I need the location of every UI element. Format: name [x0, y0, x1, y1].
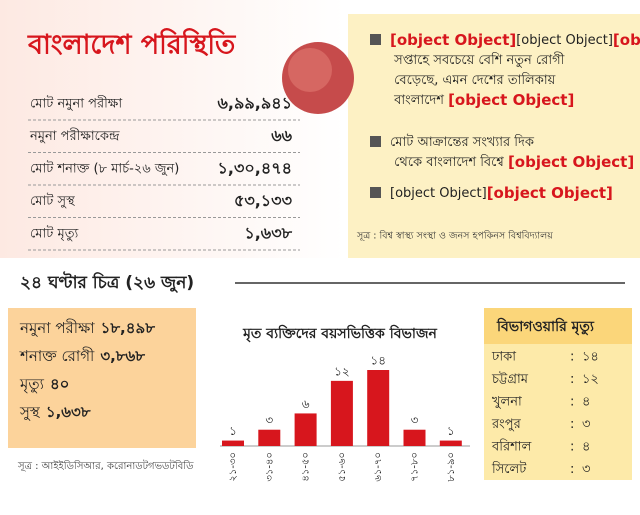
x-tick-label: ৫১-৬০	[337, 452, 348, 482]
x-tick-label: ৩১-৪০	[264, 452, 275, 482]
bullet-segment: [object Object]	[508, 153, 634, 171]
bullet-text: [object Object][object Object]	[390, 184, 613, 202]
daily-title: ২৪ ঘণ্টার চিত্র (২৬ জুন)	[20, 271, 194, 294]
row-label: মোট মৃত্যু	[30, 226, 78, 242]
x-tick-label: ২১-৩০	[228, 452, 239, 482]
value-label: ৬	[302, 397, 310, 411]
value-label: ১৪	[370, 354, 386, 368]
division-name: রংপুর	[491, 417, 522, 432]
x-tick-label: ৬১-৭০	[373, 452, 384, 482]
division-header	[484, 308, 632, 344]
row-label: নমুনা পরীক্ষাকেন্দ্র	[29, 128, 120, 144]
daily-row: নমুনা পরীক্ষা ১৮,৪৯৮	[19, 319, 155, 337]
daily-label: সুস্থ	[19, 403, 41, 421]
world-source: সূত্র : বিশ্ব স্বাস্থ্য সংস্থা ও জনস হপক…	[356, 230, 554, 242]
bullet-text: মোট আক্রান্তের সংখ্যার দিক থেকে বাংলাদেশ…	[390, 134, 634, 171]
bullet-text: [object Object][object Object][object Ob…	[390, 31, 640, 109]
division-name: বরিশাল	[491, 439, 532, 455]
bar	[222, 440, 244, 446]
bar	[258, 429, 281, 446]
bullet-segment: [object Object]	[516, 33, 613, 48]
bar	[367, 370, 390, 446]
row-label: মোট শনাক্ত (৮ মার্চ-২৬ জুন)	[30, 161, 179, 177]
bullet-segment: সপ্তাহে সবচেয়ে বেশি নতুন রোগী	[390, 52, 565, 68]
world-panel	[348, 14, 640, 258]
division-name: খুলনা	[492, 395, 522, 410]
bullet	[370, 136, 381, 147]
row-value: ৬,৯৯,৯৪১	[218, 94, 292, 113]
daily-label: শনাক্ত রোগী	[19, 347, 95, 365]
bullet	[370, 187, 381, 198]
bullet-segment: [object Object]	[613, 31, 640, 49]
row-label: মোট সুস্থ	[30, 193, 75, 209]
division-value: ৪	[582, 440, 590, 455]
division-name: চট্টগ্রাম	[491, 371, 529, 387]
division-value: ১৪	[582, 350, 599, 365]
daily-source: সূত্র : আইইডিসিআর, করোনাডটগভডটবিডি	[17, 459, 194, 472]
bullet-segment: [object Object]	[448, 91, 574, 109]
bullet-segment: মোট আক্রান্তের সংখ্যার দিক	[390, 134, 535, 150]
virus	[282, 42, 354, 114]
division-separator: :	[570, 372, 574, 387]
division-value: ১২	[582, 372, 599, 387]
daily-value: ৩,৮৬৮	[100, 347, 145, 365]
bullet-segment: [object Object]	[390, 186, 487, 201]
row-value: ১,৩০,৪৭৪	[217, 159, 292, 178]
division-value: ৪	[582, 395, 590, 410]
daily-row: শনাক্ত রোগী ৩,৮৬৮	[19, 347, 145, 365]
bullet-segment: বাংলাদেশ	[390, 93, 448, 108]
daily-value: ১৮,৪৯৮	[101, 319, 156, 337]
division-separator: :	[570, 417, 574, 432]
bullet-segment: থেকে বাংলাদেশ বিশ্বে	[390, 154, 508, 170]
bullet	[370, 34, 381, 45]
daily-row: সুস্থ ১,৬৩৮	[19, 403, 91, 421]
row-value: ১,৬৩৮	[244, 224, 292, 243]
division-name: সিলেট	[491, 461, 527, 477]
division-name: ঢাকা	[491, 350, 516, 365]
bullet-segment: বেড়েছে, এমন দেশের তালিকায়	[390, 72, 556, 88]
daily-value: ৪০	[50, 375, 70, 393]
bar	[439, 440, 462, 446]
value-label: ১	[229, 424, 237, 438]
division-title: বিভাগওয়ারি মৃত্যু	[496, 317, 595, 336]
row-label: মোট নমুনা পরীক্ষা	[30, 96, 122, 112]
division-separator: :	[570, 395, 574, 410]
daily-value: ১,৬৩৮	[46, 403, 91, 421]
division-separator: :	[570, 440, 574, 455]
value-label: ১	[447, 424, 455, 438]
division-value: ৩	[582, 462, 590, 477]
value-label: ১২	[334, 364, 350, 378]
bar	[294, 413, 317, 446]
chart-title: মৃত ব্যক্তিদের বয়সভিত্তিক বিভাজন	[242, 324, 437, 343]
daily-label: মৃত্যু	[19, 375, 45, 394]
bullet-segment: [object Object]	[390, 31, 516, 49]
value-label: ৩	[411, 413, 419, 427]
x-tick-label: ৮১-৯০	[446, 452, 457, 482]
value-label: ৩	[265, 413, 273, 427]
daily-row: মৃত্যু ৪০	[19, 375, 69, 394]
division-separator: :	[570, 350, 574, 365]
situation-title: বাংলাদেশ পরিস্থিতি	[27, 28, 237, 61]
bar	[330, 380, 353, 446]
situation-panel	[0, 0, 345, 258]
daily-label: নমুনা পরীক্ষা	[19, 319, 95, 337]
row-value: ৫৩,১৩৩	[234, 191, 293, 210]
division-separator: :	[570, 462, 574, 477]
bullet-segment: [object Object]	[487, 184, 613, 202]
x-tick-label: ৭১-৮০	[410, 452, 421, 482]
division-value: ৩	[582, 417, 590, 432]
row-value: ৬৬	[271, 126, 292, 145]
x-tick-label: ৪১-৫০	[301, 452, 312, 482]
daily-panel	[8, 308, 196, 448]
bar	[403, 429, 426, 446]
